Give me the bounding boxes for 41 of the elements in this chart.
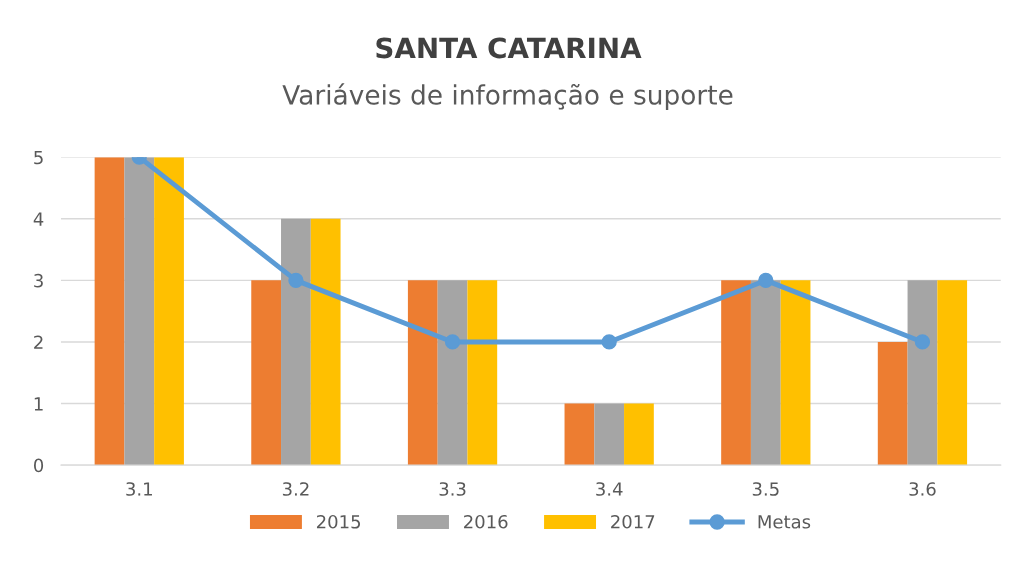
x-tick-label: 3.4 <box>596 482 623 496</box>
point <box>601 334 617 350</box>
bar <box>94 157 125 466</box>
y-tick-label: 2 <box>34 335 43 349</box>
bar <box>907 280 938 466</box>
legend-label: 2017 <box>611 514 655 529</box>
point <box>288 272 304 289</box>
bar <box>124 157 155 466</box>
bar <box>721 280 751 466</box>
x-tick-label: 3.2 <box>282 482 309 496</box>
y-tick-label: 4 <box>33 212 44 226</box>
chart-title: SANTA CATARINA <box>376 37 642 59</box>
bar <box>281 218 311 466</box>
x-tick-label: 3.3 <box>439 482 466 496</box>
bar <box>251 280 282 466</box>
y-tick-label: 3 <box>34 273 43 288</box>
x-tick-label: 3.6 <box>909 482 936 496</box>
y-tick-label: 5 <box>34 150 43 165</box>
bar <box>467 280 498 466</box>
bar <box>877 341 908 466</box>
bar <box>154 157 184 466</box>
x-tick-label: 3.5 <box>752 482 779 496</box>
point <box>914 334 931 350</box>
y-tick-label: 0 <box>34 458 44 473</box>
bar <box>594 403 625 466</box>
bar <box>937 280 968 466</box>
y-tick-label: 1 <box>34 397 43 411</box>
bar <box>437 280 468 466</box>
legend-label: 2016 <box>464 514 508 529</box>
bar <box>407 280 438 466</box>
chart-subtitle: Variáveis de informação e suporte <box>282 83 733 110</box>
bar <box>624 403 654 466</box>
bar <box>310 218 341 466</box>
legend-label: 2015 <box>316 514 361 529</box>
legend-label: Metas <box>758 515 811 529</box>
point <box>758 272 774 289</box>
point <box>444 334 461 350</box>
bar <box>564 403 595 466</box>
x-tick-label: 3.1 <box>126 482 152 496</box>
bar <box>780 280 811 466</box>
bar <box>750 280 781 466</box>
